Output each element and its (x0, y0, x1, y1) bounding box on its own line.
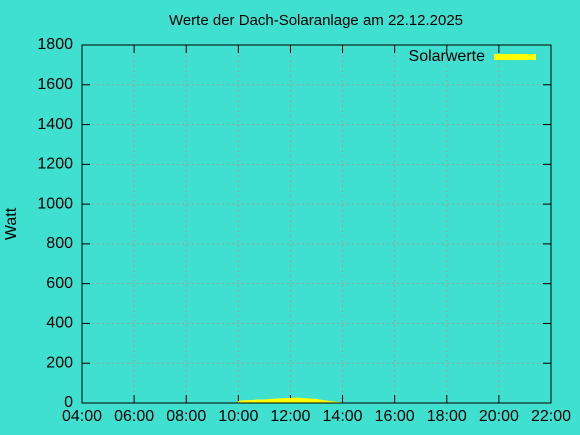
y-tick-label: 0 (64, 394, 73, 411)
x-tick-label: 10:00 (218, 408, 258, 425)
y-tick-label: 1600 (37, 76, 73, 93)
x-tick-label: 12:00 (270, 408, 310, 425)
y-axis-label: Watt (3, 207, 20, 240)
y-tick-label: 1000 (37, 195, 73, 212)
x-tick-label: 18:00 (427, 408, 467, 425)
x-tick-label: 22:00 (531, 408, 571, 425)
y-tick-label: 600 (46, 275, 73, 292)
x-tick-label: 08:00 (166, 408, 206, 425)
x-tick-label: 20:00 (479, 408, 519, 425)
x-tick-label: 06:00 (114, 408, 154, 425)
area (237, 397, 343, 404)
y-tick-label: 200 (46, 354, 73, 371)
y-tick-label: 1200 (37, 156, 73, 173)
y-tick-label: 800 (46, 235, 73, 252)
chart-title: Werte der Dach-Solaranlage am 22.12.2025 (169, 12, 463, 29)
legend-label: Solarwerte (409, 48, 486, 65)
y-tick-label: 1400 (37, 116, 73, 133)
x-tick-label: 16:00 (375, 408, 415, 425)
y-tick-label: 1800 (37, 36, 73, 53)
plot-frame (81, 44, 552, 404)
y-tick-label: 400 (46, 315, 73, 332)
x-tick-label: 14:00 (323, 408, 363, 425)
x-tick-label: 04:00 (62, 408, 102, 425)
